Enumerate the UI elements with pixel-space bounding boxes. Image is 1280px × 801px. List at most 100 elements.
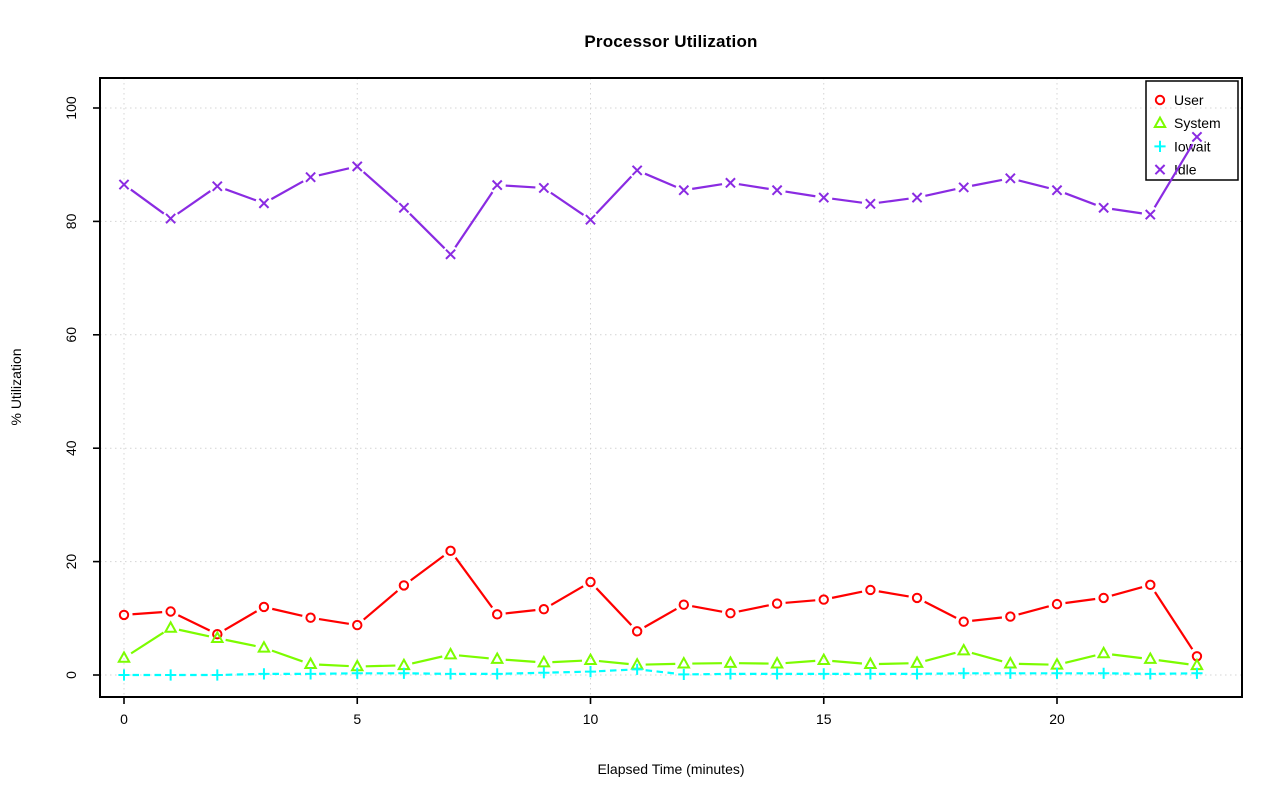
series-segment-system bbox=[598, 659, 629, 666]
series-segment-system bbox=[225, 638, 256, 648]
marker-x bbox=[1051, 184, 1063, 196]
marker-plus bbox=[211, 669, 223, 681]
y-tick-label: 100 bbox=[63, 96, 79, 120]
marker-x bbox=[445, 248, 456, 260]
series-segment-user bbox=[972, 616, 1003, 622]
marker-triangle bbox=[1096, 645, 1111, 659]
marker-circle bbox=[352, 619, 363, 631]
marker-circle bbox=[818, 594, 829, 605]
series-segment-idle bbox=[832, 197, 863, 204]
series-segment-user bbox=[177, 614, 211, 632]
marker-x bbox=[958, 182, 970, 193]
marker-x bbox=[911, 192, 923, 203]
marker-circle bbox=[865, 584, 876, 596]
marker-x bbox=[725, 177, 736, 189]
series-segment-idle bbox=[177, 190, 211, 215]
marker-circle bbox=[445, 545, 456, 557]
marker-triangle bbox=[490, 651, 505, 664]
series-segment-iowait bbox=[505, 671, 536, 675]
marker-circle bbox=[258, 601, 270, 613]
series-segment-iowait bbox=[645, 669, 676, 675]
marker-plus bbox=[398, 667, 410, 679]
marker-circle bbox=[585, 576, 596, 588]
y-tick-label: 60 bbox=[63, 327, 79, 343]
series-segment-user bbox=[831, 590, 863, 599]
marker-circle bbox=[725, 607, 736, 619]
x-tick-label: 5 bbox=[353, 711, 361, 727]
series-segment-user bbox=[643, 607, 677, 629]
series-segment-iowait bbox=[552, 670, 583, 674]
marker-triangle bbox=[1003, 655, 1018, 669]
series-segment-system bbox=[271, 649, 303, 663]
marker-x bbox=[351, 161, 363, 172]
marker-circle bbox=[771, 598, 783, 609]
marker-circle bbox=[118, 609, 130, 621]
marker-plus bbox=[165, 669, 177, 681]
series-segment-user bbox=[318, 617, 350, 625]
series-segment-system bbox=[411, 655, 443, 665]
series-segment-idle bbox=[595, 175, 633, 215]
marker-circle bbox=[212, 628, 223, 640]
marker-triangle bbox=[117, 650, 131, 663]
marker-plus bbox=[864, 668, 876, 680]
marker-circle bbox=[1005, 611, 1016, 622]
marker-circle bbox=[1154, 94, 1166, 106]
marker-plus bbox=[818, 668, 830, 680]
series-segment-idle bbox=[971, 178, 1003, 187]
marker-x bbox=[538, 182, 550, 194]
series-segment-user bbox=[224, 610, 258, 631]
marker-triangle bbox=[816, 652, 831, 666]
marker-x bbox=[491, 179, 503, 191]
marker-triangle bbox=[1143, 651, 1158, 664]
series-segment-idle bbox=[1064, 192, 1097, 206]
series-segment-system bbox=[971, 651, 1003, 663]
marker-circle bbox=[398, 580, 410, 591]
marker-x bbox=[865, 198, 876, 210]
marker-x bbox=[1191, 131, 1203, 143]
series-segment-user bbox=[878, 590, 909, 598]
series-segment-system bbox=[1111, 653, 1142, 660]
marker-triangle bbox=[676, 655, 691, 669]
marker-plus bbox=[1191, 667, 1203, 679]
marker-circle bbox=[678, 599, 689, 610]
marker-x bbox=[305, 171, 316, 183]
series-segment-user bbox=[454, 557, 494, 609]
marker-x bbox=[678, 184, 690, 196]
series-segment-idle bbox=[1018, 179, 1050, 190]
chart-title: Processor Utilization bbox=[584, 32, 758, 51]
series-segment-system bbox=[1018, 662, 1049, 666]
series-segment-user bbox=[1018, 605, 1050, 616]
series-segment-system bbox=[552, 659, 583, 664]
marker-triangle bbox=[583, 652, 598, 666]
marker-plus bbox=[351, 667, 363, 679]
series-segment-system bbox=[365, 664, 396, 668]
marker-plus bbox=[118, 669, 130, 681]
marker-circle bbox=[958, 616, 969, 627]
series-segment-idle bbox=[224, 188, 257, 202]
marker-x bbox=[1144, 209, 1156, 220]
series-segment-user bbox=[550, 585, 584, 606]
y-tick-label: 80 bbox=[63, 213, 79, 229]
marker-circle bbox=[631, 626, 643, 637]
x-tick-label: 15 bbox=[816, 711, 832, 727]
marker-plus bbox=[1051, 667, 1063, 679]
series-segment-idle bbox=[1153, 143, 1194, 208]
marker-x bbox=[585, 214, 596, 226]
marker-x bbox=[1154, 164, 1166, 175]
series-segment-idle bbox=[362, 171, 399, 203]
series-segment-idle bbox=[878, 197, 909, 204]
series-segment-idle bbox=[409, 213, 446, 250]
marker-x bbox=[818, 192, 830, 203]
marker-circle bbox=[538, 604, 550, 615]
series-segment-idle bbox=[505, 184, 536, 189]
marker-circle bbox=[911, 592, 923, 604]
series-segment-user bbox=[595, 587, 633, 626]
x-tick-label: 20 bbox=[1049, 711, 1065, 727]
series-segment-system bbox=[130, 631, 165, 655]
series-segment-idle bbox=[318, 167, 350, 177]
series-segment-user bbox=[785, 599, 816, 604]
marker-triangle bbox=[303, 656, 318, 670]
marker-triangle bbox=[1153, 115, 1167, 128]
series-segment-system bbox=[924, 651, 956, 662]
